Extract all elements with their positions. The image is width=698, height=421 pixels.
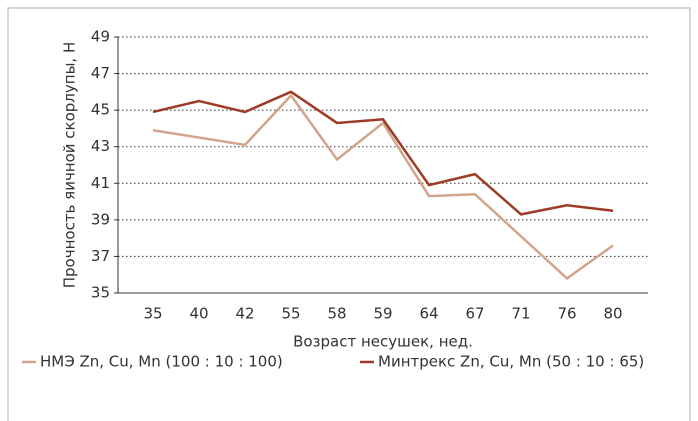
y-tick-label: 41 <box>91 174 110 192</box>
x-tick-label: 58 <box>327 305 346 323</box>
x-tick-label: 35 <box>143 305 162 323</box>
line-series <box>152 93 614 280</box>
x-tick-label: 59 <box>373 305 392 323</box>
x-tick-label: 40 <box>189 305 208 323</box>
x-tick-label: 71 <box>511 305 530 323</box>
y-axis-label: Прочность яичной скорлупы, Н <box>61 42 79 289</box>
y-tick-label: 39 <box>91 210 110 228</box>
y-tick-label: 47 <box>91 64 110 82</box>
y-tick-label: 35 <box>91 284 110 302</box>
legend-label: Минтрекс Zn, Cu, Mn (50 : 10 : 65) <box>378 353 644 371</box>
x-tick-label: 76 <box>557 305 576 323</box>
line-series <box>152 90 614 216</box>
y-tick-label: 49 <box>91 28 110 46</box>
y-tick-label: 45 <box>91 101 110 119</box>
y-tick-label: 43 <box>91 137 110 155</box>
y-tick-label: 37 <box>91 247 110 265</box>
x-axis-label: Возраст несушек, нед. <box>293 333 473 351</box>
x-tick-label: 67 <box>465 305 484 323</box>
frame <box>7 7 691 421</box>
x-tick-label: 55 <box>281 305 300 323</box>
x-tick-label: 80 <box>603 305 622 323</box>
x-tick-label: 42 <box>235 305 254 323</box>
legend-label: НМЭ Zn, Cu, Mn (100 : 10 : 100) <box>40 353 283 371</box>
x-tick-label: 64 <box>419 305 438 323</box>
